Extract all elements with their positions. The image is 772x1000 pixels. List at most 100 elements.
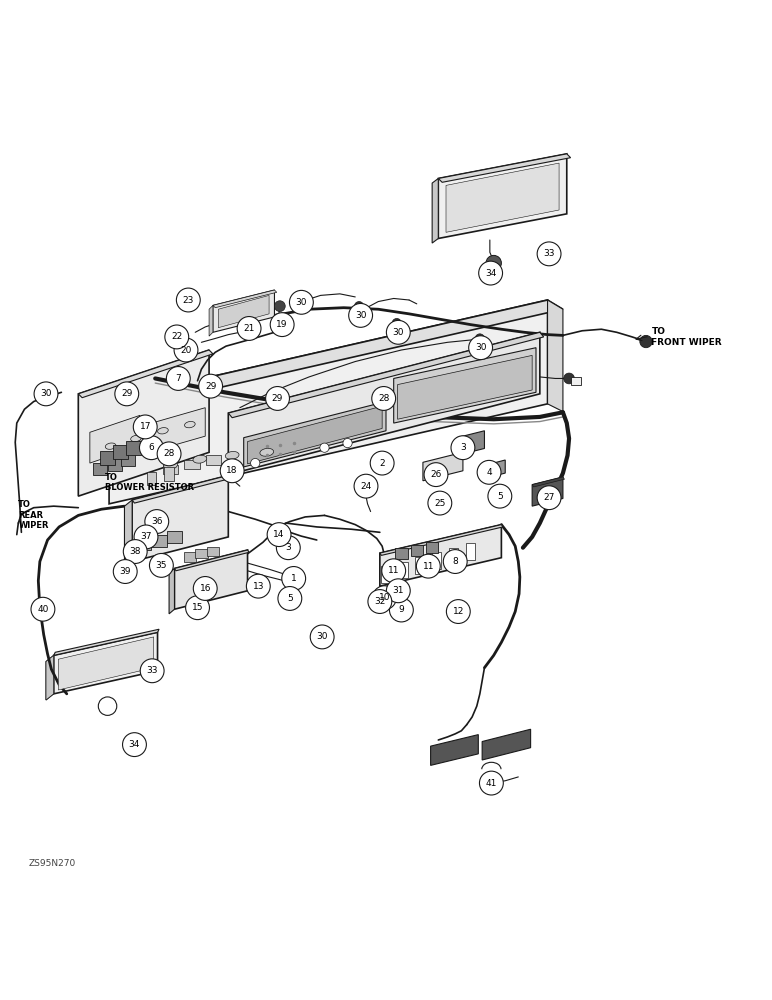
Text: TO
REAR
WIPER: TO REAR WIPER xyxy=(19,500,49,530)
Text: 3: 3 xyxy=(460,443,466,452)
Circle shape xyxy=(123,733,147,757)
Text: 5: 5 xyxy=(287,594,293,603)
Polygon shape xyxy=(457,431,485,455)
Polygon shape xyxy=(218,295,269,328)
Bar xyxy=(411,545,423,556)
Text: 35: 35 xyxy=(156,561,167,570)
Bar xyxy=(126,441,141,455)
Circle shape xyxy=(270,313,294,337)
Text: 28: 28 xyxy=(164,449,174,458)
Circle shape xyxy=(382,559,405,583)
Circle shape xyxy=(267,523,291,547)
Text: 30: 30 xyxy=(355,311,367,320)
Polygon shape xyxy=(532,477,564,487)
Text: 33: 33 xyxy=(147,666,158,675)
Text: 18: 18 xyxy=(226,466,238,475)
Circle shape xyxy=(354,302,364,311)
Text: TO
BLOWER RESISTOR: TO BLOWER RESISTOR xyxy=(105,473,195,492)
Circle shape xyxy=(41,387,55,401)
Bar xyxy=(136,538,151,550)
Circle shape xyxy=(392,318,401,328)
Polygon shape xyxy=(174,550,249,571)
Text: 39: 39 xyxy=(120,567,131,576)
Bar xyxy=(93,463,107,475)
Text: 15: 15 xyxy=(191,603,203,612)
Polygon shape xyxy=(46,655,54,700)
Circle shape xyxy=(443,550,467,573)
Text: 31: 31 xyxy=(392,586,404,595)
Polygon shape xyxy=(90,415,140,463)
Ellipse shape xyxy=(130,435,141,442)
Circle shape xyxy=(424,463,448,487)
Circle shape xyxy=(486,255,501,271)
Circle shape xyxy=(275,301,285,312)
Polygon shape xyxy=(174,550,248,609)
Circle shape xyxy=(537,486,561,510)
Polygon shape xyxy=(54,632,157,694)
Circle shape xyxy=(150,553,173,577)
Text: 27: 27 xyxy=(543,493,555,502)
Circle shape xyxy=(165,325,188,349)
Text: 12: 12 xyxy=(452,607,464,616)
Text: 36: 36 xyxy=(151,517,163,526)
Text: 30: 30 xyxy=(296,298,307,307)
Bar xyxy=(432,552,442,569)
Circle shape xyxy=(349,303,373,327)
Polygon shape xyxy=(78,350,213,398)
Circle shape xyxy=(290,290,313,314)
Polygon shape xyxy=(132,475,229,562)
Text: 10: 10 xyxy=(379,593,390,602)
Circle shape xyxy=(386,579,410,603)
Polygon shape xyxy=(229,332,540,475)
Circle shape xyxy=(488,484,512,508)
Polygon shape xyxy=(132,475,231,503)
Circle shape xyxy=(113,560,137,583)
Circle shape xyxy=(354,308,367,320)
Polygon shape xyxy=(446,163,559,232)
Circle shape xyxy=(124,540,147,563)
Polygon shape xyxy=(380,525,503,555)
Circle shape xyxy=(141,659,164,683)
Bar xyxy=(571,377,581,385)
Circle shape xyxy=(446,600,470,623)
Bar xyxy=(207,547,219,556)
Text: TO
FRONT WIPER: TO FRONT WIPER xyxy=(652,327,722,347)
Polygon shape xyxy=(547,300,563,412)
Circle shape xyxy=(354,474,378,498)
Polygon shape xyxy=(398,355,532,419)
Text: 22: 22 xyxy=(171,332,182,341)
Bar xyxy=(151,535,167,547)
Polygon shape xyxy=(109,300,547,504)
Circle shape xyxy=(640,335,652,348)
Ellipse shape xyxy=(185,421,195,428)
Polygon shape xyxy=(169,568,174,614)
Circle shape xyxy=(320,443,329,452)
Text: 14: 14 xyxy=(273,530,285,539)
Circle shape xyxy=(220,459,244,483)
Bar xyxy=(164,467,174,481)
Polygon shape xyxy=(394,348,536,423)
Circle shape xyxy=(389,598,413,622)
Polygon shape xyxy=(124,500,132,568)
Polygon shape xyxy=(380,525,501,586)
Text: 38: 38 xyxy=(130,547,141,556)
Polygon shape xyxy=(532,477,563,506)
Circle shape xyxy=(476,334,485,343)
Polygon shape xyxy=(59,637,154,690)
Text: 13: 13 xyxy=(252,582,264,591)
Circle shape xyxy=(386,320,410,344)
Text: 25: 25 xyxy=(434,499,445,508)
Circle shape xyxy=(134,525,158,549)
Polygon shape xyxy=(432,178,438,243)
Polygon shape xyxy=(109,300,563,409)
Circle shape xyxy=(372,387,395,410)
Text: 30: 30 xyxy=(475,343,486,352)
Circle shape xyxy=(237,317,261,340)
Circle shape xyxy=(174,372,185,382)
Text: 7: 7 xyxy=(175,374,181,383)
Polygon shape xyxy=(78,350,209,496)
Polygon shape xyxy=(46,655,54,700)
Circle shape xyxy=(282,567,306,590)
Circle shape xyxy=(371,451,394,475)
Text: ZS95N270: ZS95N270 xyxy=(29,859,76,868)
